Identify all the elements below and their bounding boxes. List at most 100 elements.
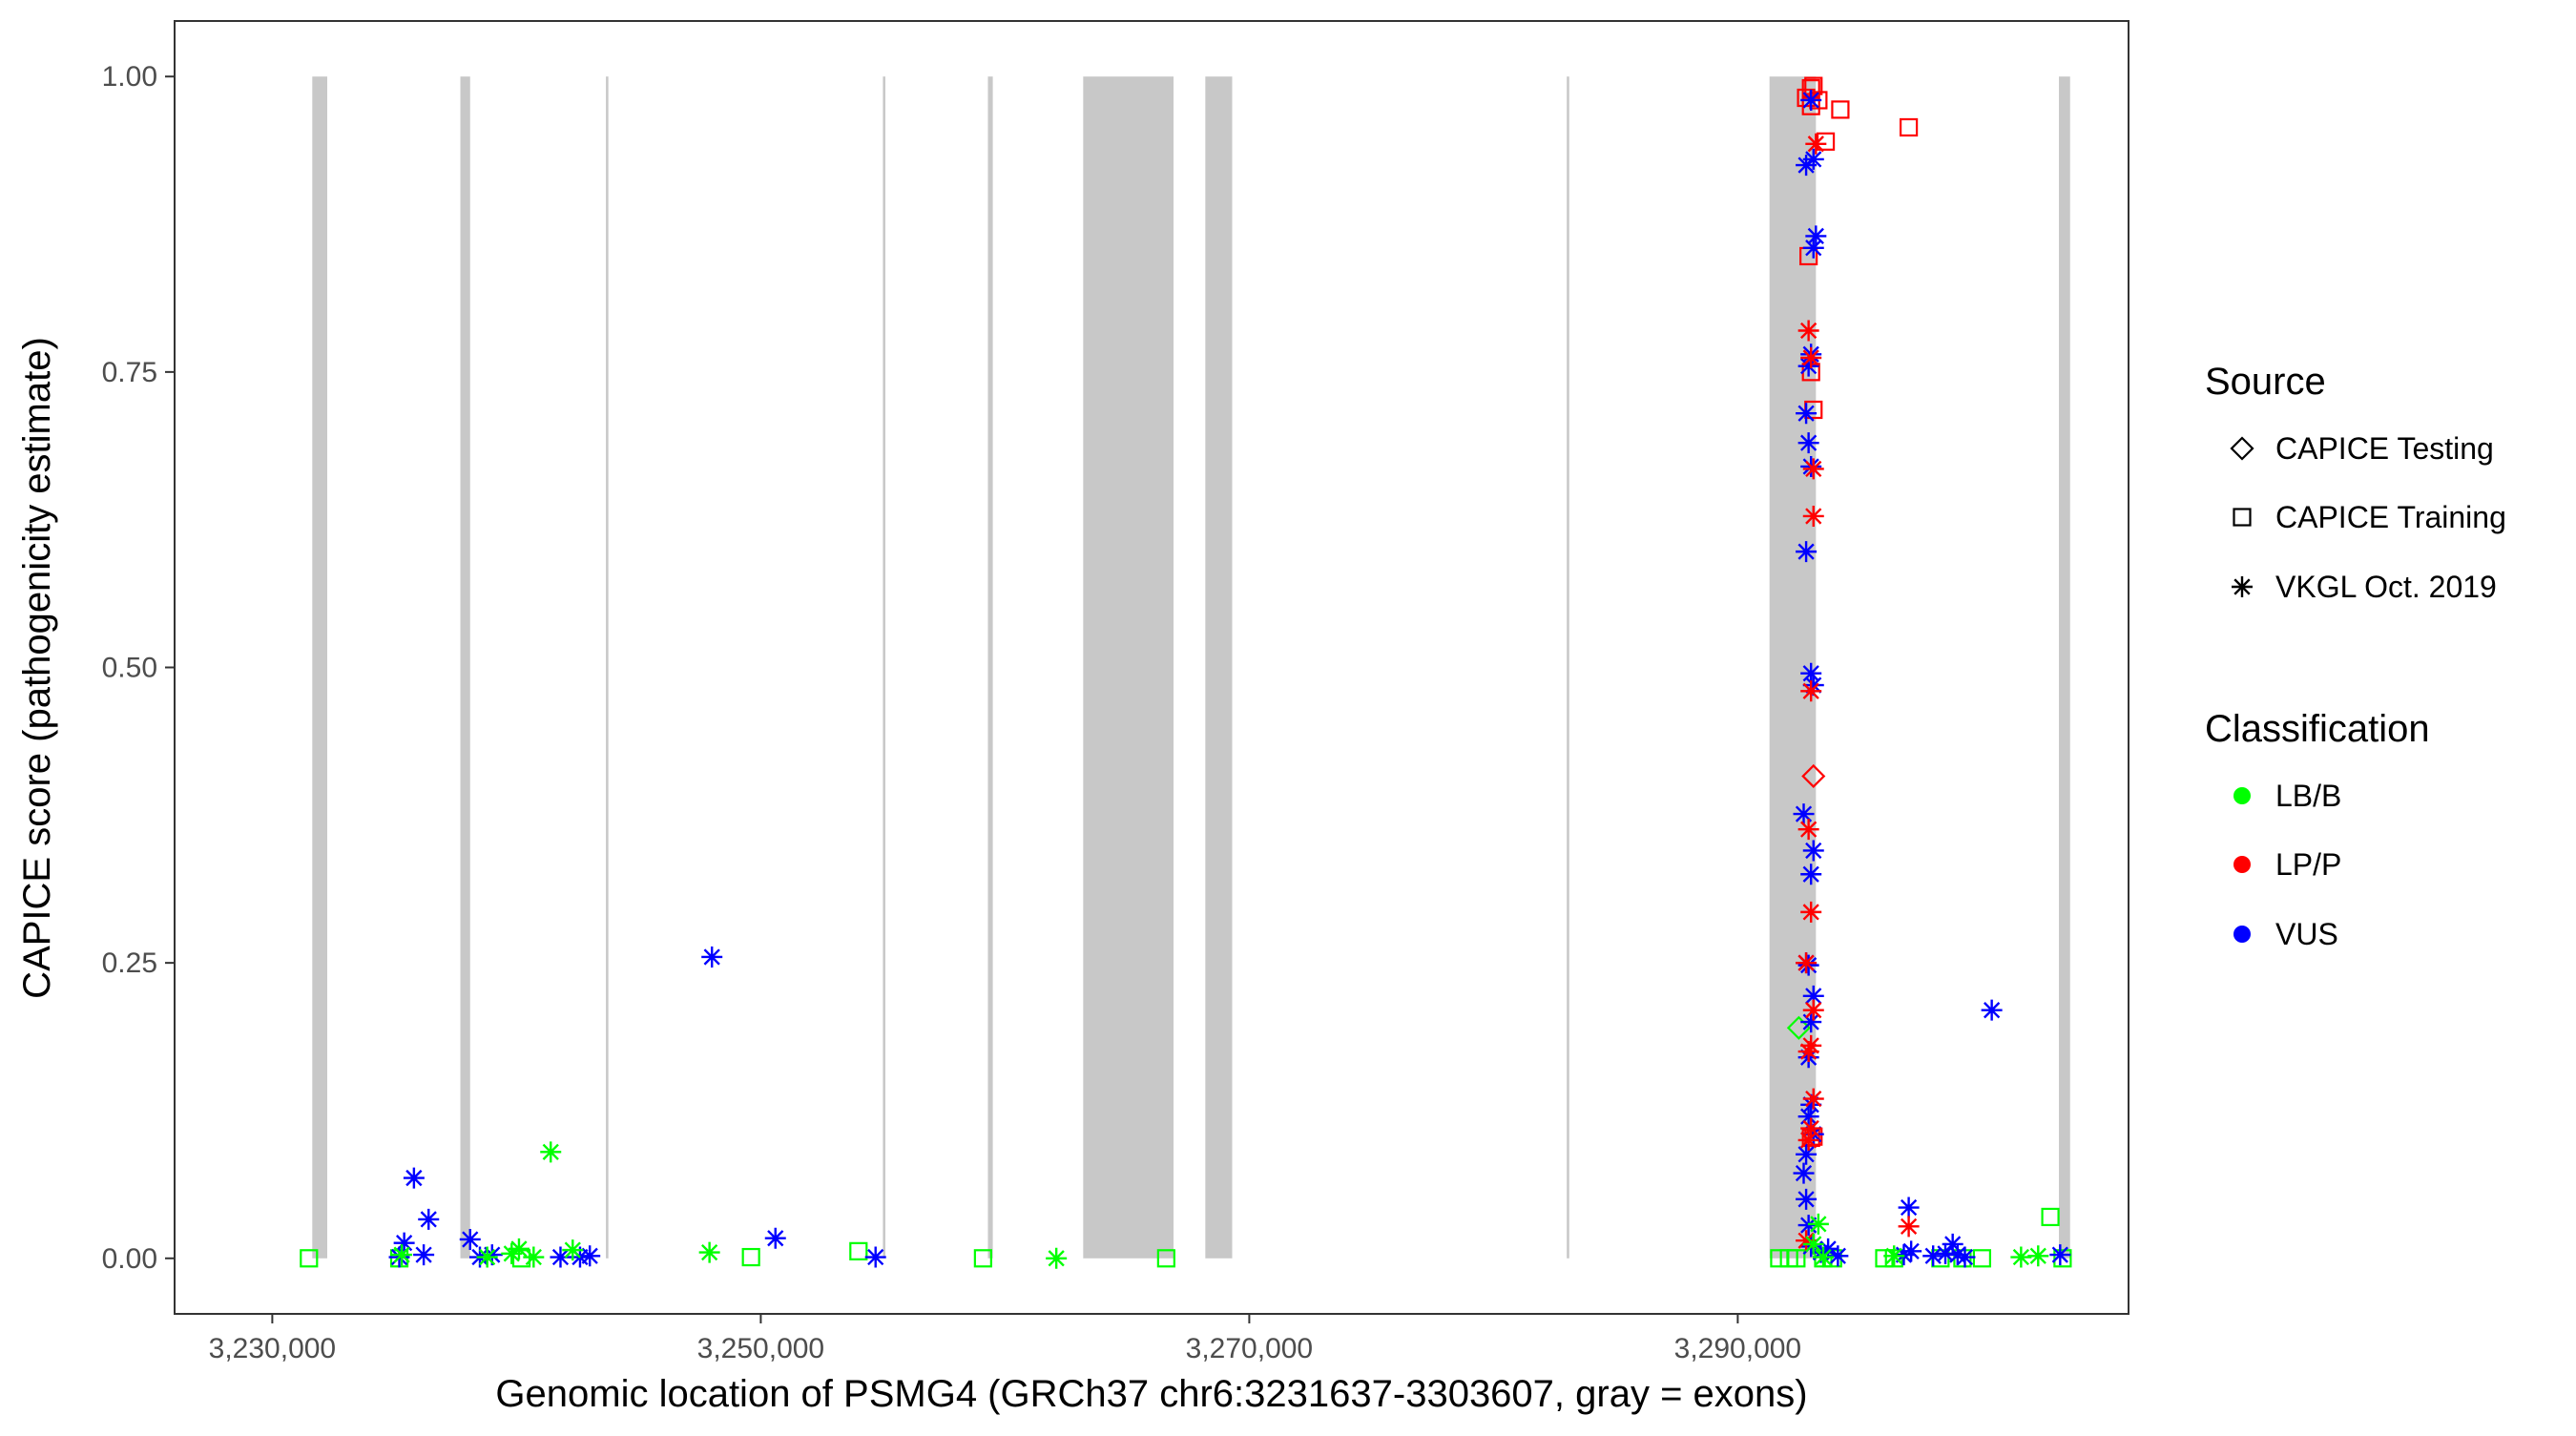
data-point [1922,1245,1944,1267]
exon-band [1567,76,1569,1259]
data-point [501,1242,523,1264]
y-tick-label: 0.50 [102,653,157,684]
data-point [1802,505,1824,527]
data-point [1796,1230,1818,1252]
data-point [741,1247,760,1267]
y-axis-title: CAPICE score (pathogenicity estimate) [16,337,58,999]
data-point [579,1245,601,1267]
data-point [1797,819,1819,841]
data-point [1802,1233,1824,1255]
data-point [701,946,723,968]
data-point [1893,1244,1915,1266]
exon-band [883,76,885,1259]
exon-band [606,76,609,1259]
data-point [1898,1197,1920,1218]
data-point [1787,1249,1806,1268]
data-point [1942,1233,1963,1255]
data-point [1802,675,1824,697]
data-point [476,1246,498,1268]
data-point [508,1238,530,1259]
data-point [550,1246,571,1268]
y-tick-label: 1.00 [102,61,157,93]
legend-source-title: Source [2205,361,2326,403]
legend-label-lpp: LP/P [2275,847,2341,882]
x-tick-label: 3,270,000 [1186,1333,1313,1364]
legend-key-square [2233,508,2252,527]
data-point [1800,89,1822,111]
data-point [1802,148,1824,170]
data-point [1796,541,1818,563]
data-point [1827,1245,1849,1267]
data-point [1802,237,1824,259]
data-point [2049,1244,2071,1266]
data-point [1796,952,1818,974]
data-point [1046,1247,1068,1269]
data-point [1793,1162,1815,1184]
data-point [1797,1041,1819,1063]
legend-class-keys [2233,787,2251,943]
data-point [481,1244,503,1266]
data-point [1796,1188,1818,1210]
data-point [1802,840,1824,862]
data-point [1800,662,1822,684]
data-point [1800,1034,1822,1056]
data-point [1802,1088,1824,1110]
data-point [523,1246,545,1268]
data-point [1898,1216,1920,1238]
data-point [1797,1129,1819,1151]
data-point [864,1246,886,1268]
data-point [1831,100,1850,119]
data-point [849,1241,868,1260]
legend: Source CAPICE Testing CAPICE Training VK… [2205,361,2506,951]
series-capice-testing-lbb [1786,1015,1811,1040]
data-point [1807,1213,1829,1235]
data-point [1796,403,1818,425]
data-point [1805,225,1827,247]
data-point [1800,1093,1822,1115]
exon-band [987,76,993,1259]
data-point [562,1239,584,1261]
legend-classification-title: Classification [2205,708,2430,750]
data-point [1901,1240,1922,1262]
data-point [1972,1249,1991,1268]
legend-key-dot [2233,787,2251,804]
point-layer [300,76,2072,1269]
data-point [973,1249,992,1268]
legend-label-vkgl: VKGL Oct. 2019 [2275,570,2497,604]
data-point [1981,999,2003,1021]
data-point [1804,76,1823,95]
data-point [1800,680,1822,702]
axis-layer: 0.00 0.25 0.50 0.75 1.00 3,230,000 3,250,000 3,… [102,61,1802,1364]
legend-label-lbb: LB/B [2275,779,2341,813]
data-point [1802,999,1824,1021]
legend-key-dot [2233,856,2251,873]
exon-band [460,76,470,1259]
data-point [1800,1117,1822,1139]
data-point [1805,133,1827,155]
y-tick-label: 0.75 [102,357,157,388]
data-point [1786,1015,1811,1040]
legend-source-keys [2230,436,2254,597]
legend-label-capice-testing: CAPICE Testing [2275,431,2494,466]
data-point [2041,1207,2060,1227]
data-point [1883,1245,1905,1267]
data-point [1810,1241,1832,1263]
data-point [1801,763,1826,789]
data-point [1899,117,1919,137]
x-tick-label: 3,290,000 [1674,1333,1801,1364]
data-point [1156,1249,1175,1268]
data-point [1800,346,1822,368]
data-point [393,1232,415,1254]
exon-band [1083,76,1174,1259]
data-point [1802,458,1824,480]
legend-key-dot [2233,926,2251,943]
data-point [1818,1238,1839,1259]
data-point [1793,803,1815,825]
exon-band [2059,76,2070,1259]
legend-key-asterisk [2232,576,2253,597]
data-point [1935,1242,1956,1264]
data-point [2010,1246,2032,1268]
x-axis-title: Genomic location of PSMG4 (GRCh37 chr6:3… [495,1373,1807,1415]
